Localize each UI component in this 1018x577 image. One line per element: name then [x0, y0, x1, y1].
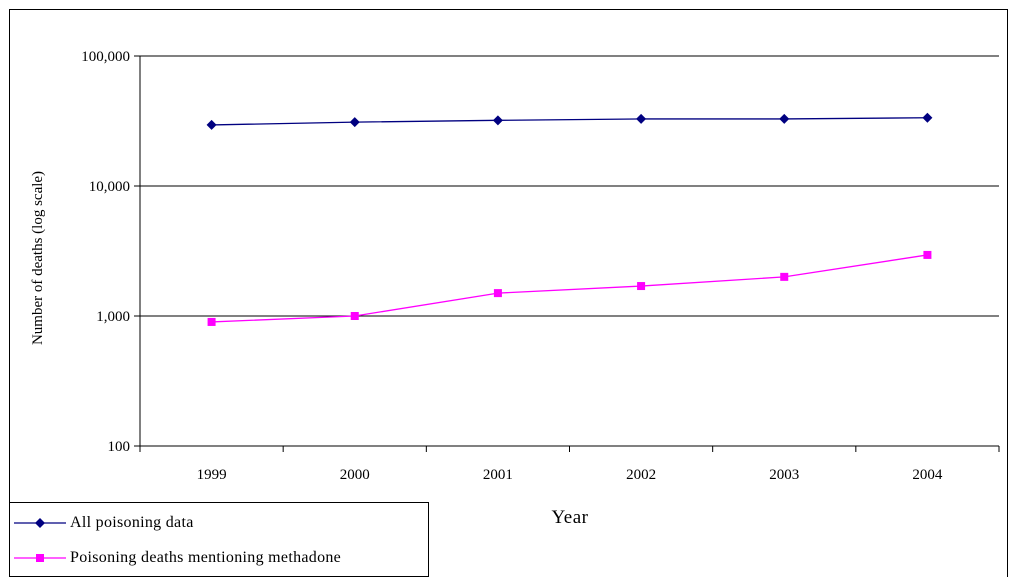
data-point-diamond — [636, 113, 647, 124]
data-point-square — [493, 289, 502, 298]
legend-swatch-magenta-square — [10, 548, 68, 568]
series-line-0 — [211, 117, 928, 126]
series-line-1 — [211, 254, 928, 323]
data-point-diamond — [492, 115, 503, 126]
chart-frame — [9, 9, 1008, 577]
x-tick-label: 1999 — [197, 467, 227, 483]
data-point-diamond — [922, 112, 933, 123]
x-axis-title: Year — [551, 507, 588, 528]
y-tick-label: 1,000 — [96, 309, 130, 325]
x-tick-label: 2002 — [626, 467, 656, 483]
data-point-square — [350, 312, 359, 320]
legend-item-methadone: Poisoning deaths mentioning methadone — [10, 544, 341, 572]
x-tick-label: 2003 — [769, 467, 799, 483]
legend: All poisoning data Poisoning deaths ment… — [9, 502, 429, 577]
y-axis-title: Number of deaths (log scale) — [30, 171, 46, 345]
data-point-square — [780, 272, 789, 281]
legend-swatch-navy-diamond — [10, 513, 68, 533]
data-point-square — [923, 250, 932, 259]
x-tick-label: 2000 — [340, 467, 370, 483]
y-tick-label: 10,000 — [89, 179, 130, 195]
legend-item-all-poisoning: All poisoning data — [10, 509, 194, 537]
y-tick-label: 100 — [108, 439, 131, 455]
data-point-square — [637, 282, 646, 291]
data-point-diamond — [779, 113, 790, 124]
x-tick-label: 2001 — [483, 467, 513, 483]
legend-label: Poisoning deaths mentioning methadone — [70, 549, 342, 566]
data-point-diamond — [349, 117, 360, 128]
data-point-square — [207, 317, 216, 326]
x-tick-label: 2004 — [912, 467, 943, 483]
legend-label: All poisoning data — [70, 514, 194, 531]
y-tick-label: 100,000 — [81, 49, 130, 65]
data-point-diamond — [206, 119, 217, 130]
